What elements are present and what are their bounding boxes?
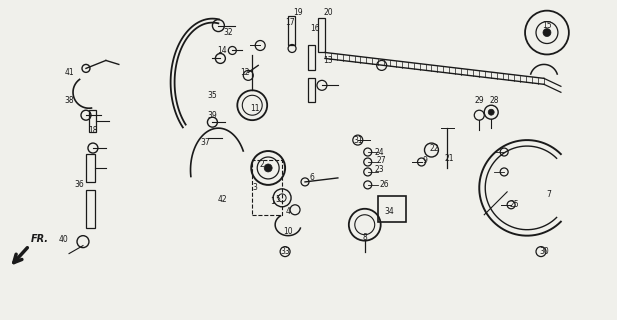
- Text: 13: 13: [323, 56, 333, 65]
- Bar: [378, 196, 405, 222]
- Text: 32: 32: [223, 28, 233, 37]
- Text: 40: 40: [58, 235, 68, 244]
- Bar: [89, 110, 96, 132]
- Text: 39: 39: [207, 111, 217, 120]
- Text: 42: 42: [218, 195, 227, 204]
- Text: 30: 30: [539, 247, 549, 256]
- Bar: [86, 190, 95, 228]
- Text: 8: 8: [362, 233, 367, 242]
- Text: 25: 25: [509, 200, 519, 209]
- Text: 17: 17: [285, 18, 295, 27]
- Bar: [318, 18, 325, 52]
- Text: 11: 11: [251, 104, 260, 113]
- Text: 7: 7: [547, 190, 552, 199]
- Text: 37: 37: [201, 138, 210, 147]
- Text: 10: 10: [283, 227, 293, 236]
- Text: 1: 1: [270, 197, 275, 206]
- Circle shape: [488, 109, 494, 115]
- Text: 21: 21: [445, 154, 454, 163]
- Text: 4: 4: [286, 207, 291, 216]
- Text: 14: 14: [218, 46, 227, 55]
- Text: FR.: FR.: [31, 234, 49, 244]
- Text: 19: 19: [293, 8, 303, 17]
- Text: 26: 26: [380, 180, 389, 189]
- Text: 33: 33: [280, 247, 290, 256]
- Text: 5: 5: [276, 195, 281, 204]
- Circle shape: [264, 164, 272, 172]
- Text: 12: 12: [241, 68, 250, 77]
- Text: 23: 23: [375, 165, 384, 174]
- Text: 22: 22: [429, 144, 439, 153]
- Text: 6: 6: [310, 173, 315, 182]
- Text: 29: 29: [474, 96, 484, 105]
- Text: 3: 3: [253, 183, 258, 192]
- Bar: [308, 78, 315, 102]
- Text: 9: 9: [422, 156, 427, 164]
- Text: 34: 34: [385, 207, 394, 216]
- Text: 2: 2: [260, 160, 265, 170]
- Circle shape: [543, 28, 551, 36]
- Text: 18: 18: [88, 126, 97, 135]
- Text: 24: 24: [375, 148, 384, 156]
- Bar: [86, 154, 95, 182]
- Text: 38: 38: [64, 96, 74, 105]
- Text: 35: 35: [207, 91, 217, 100]
- Bar: [288, 16, 295, 45]
- Text: 16: 16: [310, 24, 320, 33]
- Text: 31: 31: [353, 136, 363, 145]
- Text: 41: 41: [64, 68, 74, 77]
- Bar: [308, 45, 315, 70]
- Text: 36: 36: [74, 180, 84, 189]
- Bar: [252, 160, 282, 215]
- Text: 27: 27: [377, 156, 386, 165]
- Text: 20: 20: [323, 8, 333, 17]
- Text: 28: 28: [489, 96, 499, 105]
- Text: 15: 15: [542, 21, 552, 30]
